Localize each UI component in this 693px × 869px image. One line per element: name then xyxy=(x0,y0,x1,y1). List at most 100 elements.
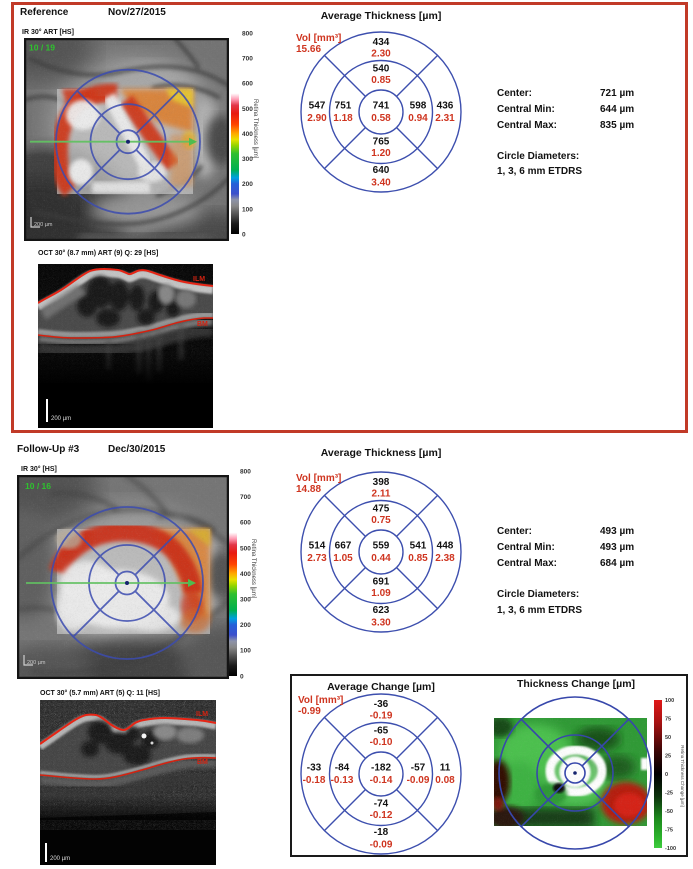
svg-text:300: 300 xyxy=(240,597,251,604)
svg-text:Retina Thickness [µm]: Retina Thickness [µm] xyxy=(250,539,256,599)
svg-text:700: 700 xyxy=(242,56,253,63)
svg-text:514: 514 xyxy=(309,541,326,552)
svg-text:640: 640 xyxy=(373,165,390,176)
svg-text:0: 0 xyxy=(242,232,246,239)
svg-text:398: 398 xyxy=(373,477,390,488)
svg-text:50: 50 xyxy=(665,735,671,741)
svg-text:BM: BM xyxy=(197,321,208,328)
svg-text:559: 559 xyxy=(373,541,390,552)
svg-text:500: 500 xyxy=(242,106,253,113)
svg-text:-0.99: -0.99 xyxy=(298,706,321,717)
svg-text:2.38: 2.38 xyxy=(435,553,455,564)
svg-text:200: 200 xyxy=(242,181,253,188)
svg-text:1.20: 1.20 xyxy=(371,148,391,159)
svg-text:2.30: 2.30 xyxy=(371,49,391,60)
svg-text:623: 623 xyxy=(373,605,390,616)
svg-text:400: 400 xyxy=(242,131,253,138)
svg-text:3.30: 3.30 xyxy=(371,618,391,629)
svg-text:ILM: ILM xyxy=(193,276,205,283)
svg-text:448: 448 xyxy=(437,541,454,552)
svg-text:11: 11 xyxy=(440,763,451,774)
svg-text:0.94: 0.94 xyxy=(408,113,428,124)
svg-text:700: 700 xyxy=(240,494,251,501)
svg-text:75: 75 xyxy=(665,717,671,723)
svg-text:-100: -100 xyxy=(665,846,676,852)
svg-text:200 µm: 200 µm xyxy=(51,416,71,422)
svg-text:200 µm: 200 µm xyxy=(50,856,70,862)
svg-text:600: 600 xyxy=(242,81,253,88)
svg-text:-36: -36 xyxy=(374,699,389,710)
svg-text:Vol [mm³]: Vol [mm³] xyxy=(296,33,341,44)
svg-text:751: 751 xyxy=(335,101,352,112)
svg-text:-84: -84 xyxy=(335,763,350,774)
svg-text:3.40: 3.40 xyxy=(371,178,391,189)
svg-text:400: 400 xyxy=(240,571,251,578)
svg-text:Retina Thickness Change [µm]: Retina Thickness Change [µm] xyxy=(680,745,685,807)
svg-text:10 / 19: 10 / 19 xyxy=(29,43,55,53)
svg-text:200 µm: 200 µm xyxy=(27,660,46,666)
svg-text:-0.10: -0.10 xyxy=(370,737,393,748)
svg-text:2.90: 2.90 xyxy=(307,113,327,124)
svg-text:2.11: 2.11 xyxy=(372,489,391,500)
svg-text:1.09: 1.09 xyxy=(371,588,391,599)
svg-text:-33: -33 xyxy=(307,763,322,774)
svg-text:-74: -74 xyxy=(374,799,389,810)
svg-text:0.58: 0.58 xyxy=(371,113,391,124)
svg-text:765: 765 xyxy=(373,137,390,148)
svg-text:1.05: 1.05 xyxy=(333,553,353,564)
svg-text:600: 600 xyxy=(240,520,251,527)
svg-text:500: 500 xyxy=(240,545,251,552)
svg-text:Vol [mm³]: Vol [mm³] xyxy=(296,473,341,484)
svg-text:436: 436 xyxy=(437,101,454,112)
svg-text:10 / 16: 10 / 16 xyxy=(25,481,51,491)
svg-text:14.88: 14.88 xyxy=(296,484,321,495)
svg-text:ILM: ILM xyxy=(196,711,208,718)
svg-text:0.44: 0.44 xyxy=(371,553,391,564)
svg-text:691: 691 xyxy=(373,577,390,588)
svg-text:200: 200 xyxy=(240,622,251,629)
svg-text:-50: -50 xyxy=(665,809,673,815)
svg-text:434: 434 xyxy=(373,37,390,48)
svg-text:-0.14: -0.14 xyxy=(370,775,393,786)
svg-text:-75: -75 xyxy=(665,828,673,834)
svg-text:547: 547 xyxy=(309,101,326,112)
svg-text:0.85: 0.85 xyxy=(408,553,428,564)
svg-text:200 µm: 200 µm xyxy=(34,222,53,228)
svg-text:0.75: 0.75 xyxy=(371,515,391,526)
svg-text:800: 800 xyxy=(242,31,253,38)
svg-text:Vol [mm³]: Vol [mm³] xyxy=(298,695,343,706)
svg-text:741: 741 xyxy=(373,101,390,112)
svg-text:100: 100 xyxy=(242,206,253,213)
svg-text:541: 541 xyxy=(410,541,427,552)
svg-text:-65: -65 xyxy=(374,726,389,737)
svg-text:Retina Thickness [µm]: Retina Thickness [µm] xyxy=(252,99,258,159)
svg-text:BM: BM xyxy=(197,759,208,766)
svg-text:800: 800 xyxy=(240,469,251,476)
svg-text:-57: -57 xyxy=(411,763,426,774)
svg-text:0.08: 0.08 xyxy=(435,775,455,786)
svg-text:-0.12: -0.12 xyxy=(370,810,393,821)
svg-text:-0.09: -0.09 xyxy=(370,840,393,851)
svg-text:-0.13: -0.13 xyxy=(331,775,354,786)
svg-text:0.85: 0.85 xyxy=(371,75,391,86)
svg-text:540: 540 xyxy=(373,64,390,75)
svg-text:-0.19: -0.19 xyxy=(370,711,393,722)
svg-text:100: 100 xyxy=(665,698,674,704)
svg-text:-25: -25 xyxy=(665,791,673,797)
svg-text:100: 100 xyxy=(240,648,251,655)
svg-text:-18: -18 xyxy=(374,827,389,838)
svg-text:25: 25 xyxy=(665,754,671,760)
svg-text:0: 0 xyxy=(240,673,244,680)
svg-text:15.66: 15.66 xyxy=(296,44,321,55)
svg-text:-0.09: -0.09 xyxy=(407,775,430,786)
svg-text:2.31: 2.31 xyxy=(435,113,455,124)
svg-text:1.18: 1.18 xyxy=(333,113,353,124)
svg-text:-0.18: -0.18 xyxy=(303,775,326,786)
svg-text:0: 0 xyxy=(665,772,668,778)
svg-text:-182: -182 xyxy=(371,763,391,774)
svg-text:667: 667 xyxy=(335,541,352,552)
svg-text:300: 300 xyxy=(242,156,253,163)
svg-text:2.73: 2.73 xyxy=(307,553,327,564)
svg-text:475: 475 xyxy=(373,504,390,515)
svg-text:598: 598 xyxy=(410,101,427,112)
